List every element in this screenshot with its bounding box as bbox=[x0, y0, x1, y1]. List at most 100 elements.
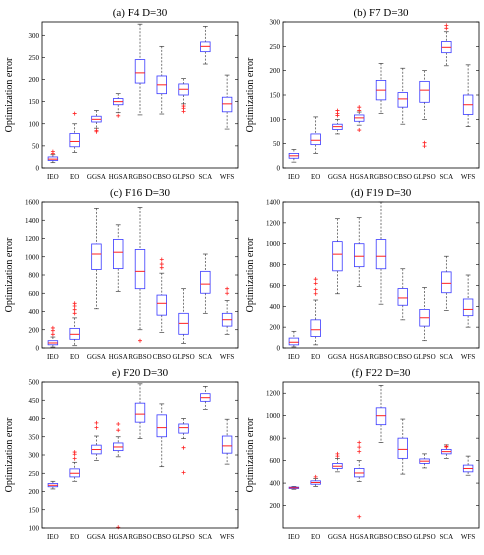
outlier-mark bbox=[357, 445, 362, 450]
y-tick-label: 200 bbox=[29, 326, 40, 334]
y-tick-label: 150 bbox=[29, 506, 40, 514]
x-tick-label: HGSA bbox=[109, 533, 128, 541]
box-hgsa bbox=[354, 217, 365, 287]
y-tick-label: 200 bbox=[270, 67, 281, 75]
x-tick-label: WFS bbox=[461, 173, 476, 181]
x-tick-label: GGSA bbox=[328, 173, 347, 181]
y-tick-label: 200 bbox=[270, 324, 281, 332]
box-rgbso bbox=[134, 23, 146, 116]
box-wfs bbox=[462, 274, 474, 328]
box-sca bbox=[441, 444, 452, 459]
box-iqr bbox=[134, 59, 146, 84]
box-iqr bbox=[221, 96, 233, 113]
x-tick-label: CBSO bbox=[153, 533, 171, 541]
y-tick-label: 400 bbox=[29, 308, 40, 316]
box-ieo bbox=[47, 325, 59, 348]
y-tick-label: 600 bbox=[270, 282, 281, 290]
y-tick-label: 500 bbox=[29, 379, 40, 387]
y-tick-label: 1400 bbox=[25, 217, 40, 225]
outlier-mark bbox=[116, 525, 121, 530]
y-tick-label: 200 bbox=[270, 502, 281, 510]
outlier-mark bbox=[72, 111, 77, 116]
y-tick-label: 800 bbox=[270, 261, 281, 269]
box-hgsa bbox=[354, 440, 365, 519]
outlier-mark bbox=[72, 307, 77, 312]
box-iqr bbox=[375, 407, 387, 426]
box-iqr bbox=[397, 437, 408, 459]
y-tick-label: 0 bbox=[277, 345, 281, 353]
y-tick-label: 1000 bbox=[25, 253, 40, 261]
box-iqr bbox=[134, 402, 146, 423]
x-tick-label: GGSA bbox=[87, 533, 106, 541]
box-ieo bbox=[288, 149, 300, 163]
outlier-mark bbox=[422, 140, 427, 145]
outlier-mark bbox=[225, 291, 230, 296]
y-tick-label: 1600 bbox=[25, 199, 40, 207]
y-tick-label: 800 bbox=[270, 435, 281, 443]
x-tick-label: IEO bbox=[288, 533, 300, 541]
y-tick-label: 1400 bbox=[266, 199, 281, 207]
outlier-mark bbox=[313, 277, 318, 282]
outlier-mark bbox=[181, 104, 186, 109]
outlier-mark bbox=[357, 105, 362, 110]
x-tick-label: GLPSO bbox=[413, 533, 435, 541]
box-eo bbox=[310, 474, 321, 487]
x-tick-label: IEO bbox=[47, 533, 59, 541]
box-rgbso bbox=[375, 385, 387, 443]
x-tick-label: GGSA bbox=[87, 173, 106, 181]
plot-frame bbox=[41, 381, 239, 529]
box-sca bbox=[200, 386, 211, 410]
y-tick-label: 350 bbox=[29, 433, 40, 441]
chart-title: (a) F4 D=30 bbox=[113, 7, 168, 19]
y-tick-label: 400 bbox=[29, 415, 40, 423]
outlier-mark bbox=[313, 474, 318, 479]
x-tick-label: SCA bbox=[440, 173, 454, 181]
x-tick-label: WFS bbox=[461, 353, 476, 361]
x-tick-label: EO bbox=[70, 353, 79, 361]
y-tick-label: 600 bbox=[29, 290, 40, 298]
x-tick-label: GGSA bbox=[328, 533, 347, 541]
plot-frame bbox=[41, 201, 239, 349]
box-sca bbox=[200, 253, 211, 314]
x-tick-label: IEO bbox=[47, 173, 59, 181]
chart-panel-2: (b) F7 D=30 Optimization error 0 50 100 150 20… bbox=[245, 7, 480, 181]
outlier-mark bbox=[357, 514, 362, 519]
x-tick-label: WFS bbox=[461, 533, 476, 541]
y-tick-label: 250 bbox=[270, 43, 281, 51]
x-tick-label: CBSO bbox=[153, 173, 171, 181]
y-tick-label: 1200 bbox=[266, 219, 281, 227]
y-tick-label: 300 bbox=[270, 19, 281, 27]
box-glpso bbox=[178, 78, 189, 114]
y-axis-label: Optimization error bbox=[4, 417, 15, 492]
y-axis-label: Optimization error bbox=[245, 237, 256, 312]
y-axis-label: Optimization error bbox=[4, 237, 15, 312]
outlier-mark bbox=[313, 291, 318, 296]
box-hgsa bbox=[113, 421, 124, 530]
y-tick-label: 250 bbox=[29, 54, 40, 62]
x-tick-label: RGBSO bbox=[369, 353, 392, 361]
box-iqr bbox=[419, 80, 430, 103]
outlier-mark bbox=[335, 451, 340, 456]
x-tick-label: GLPSO bbox=[172, 173, 194, 181]
box-iqr bbox=[156, 294, 167, 316]
x-tick-label: GLPSO bbox=[172, 353, 194, 361]
box-rgbso bbox=[375, 201, 387, 305]
box-hgsa bbox=[113, 224, 124, 292]
box-wfs bbox=[462, 64, 474, 127]
y-tick-label: 200 bbox=[29, 488, 40, 496]
outlier-mark bbox=[444, 444, 449, 449]
x-tick-label: GLPSO bbox=[172, 533, 194, 541]
box-eo bbox=[69, 301, 80, 347]
box-iqr bbox=[310, 133, 321, 146]
y-tick-label: 0 bbox=[277, 165, 281, 173]
box-iqr bbox=[441, 271, 452, 294]
x-tick-label: HGSA bbox=[350, 353, 369, 361]
box-cbso bbox=[156, 403, 167, 468]
box-iqr bbox=[462, 298, 474, 317]
y-tick-label: 300 bbox=[29, 32, 40, 40]
plot-frame bbox=[282, 201, 480, 349]
box-hgsa bbox=[113, 93, 124, 118]
box-cbso bbox=[397, 418, 408, 475]
y-tick-label: 1000 bbox=[266, 412, 281, 420]
box-wfs bbox=[221, 286, 233, 335]
